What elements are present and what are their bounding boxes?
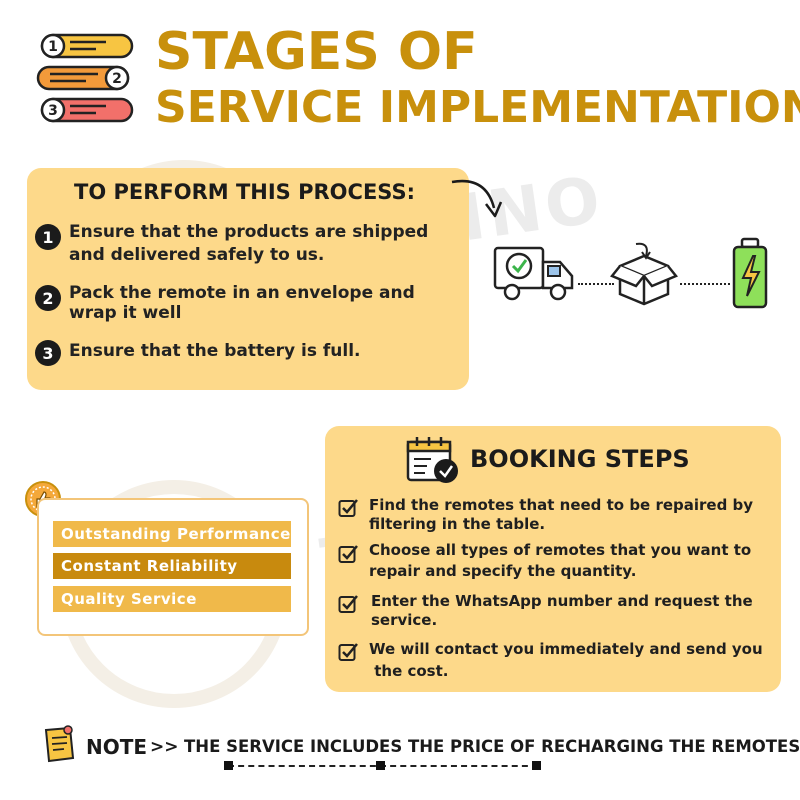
booking-panel: BOOKING STEPS Find the remotes that need… <box>325 426 781 692</box>
booking-step-2-line-2: repair and specify the quantity. <box>369 562 637 580</box>
process-step-2-line-2: wrap it well <box>69 303 182 323</box>
note-pin-icon <box>42 724 78 764</box>
title-line-2: SERVICE IMPLEMENTATION <box>155 82 800 133</box>
package-box-icon <box>609 240 679 308</box>
list-steps-icon: 1 2 3 <box>36 30 136 128</box>
note-underline-dot <box>224 761 233 770</box>
note-label: NOTE <box>86 735 148 759</box>
checkbox-icon <box>338 498 358 518</box>
note-arrow: >> <box>150 737 179 757</box>
svg-text:3: 3 <box>48 103 58 119</box>
step-number-1: 1 <box>35 224 61 250</box>
delivery-truck-icon <box>492 242 576 304</box>
svg-text:2: 2 <box>112 71 122 87</box>
checkbox-icon <box>338 594 358 614</box>
battery-full-icon <box>730 236 770 310</box>
curved-arrow-icon <box>448 176 504 220</box>
booking-step-4-line-1: We will contact you immediately and send… <box>369 640 763 658</box>
process-heading: TO PERFORM THIS PROCESS: <box>74 180 415 204</box>
booking-heading: BOOKING STEPS <box>470 445 690 473</box>
process-step-1-line-2: and delivered safely to us. <box>69 245 325 265</box>
process-panel: TO PERFORM THIS PROCESS: 1 Ensure that t… <box>27 168 469 390</box>
note-underline-dot <box>376 761 385 770</box>
svg-text:1: 1 <box>48 39 58 55</box>
step-number-3: 3 <box>35 340 61 366</box>
booking-step-4-line-2: the cost. <box>369 662 449 680</box>
process-step-3-line-1: Ensure that the battery is full. <box>69 341 361 361</box>
process-step-1-line-1: Ensure that the products are shipped <box>69 222 429 242</box>
note-text: THE SERVICE INCLUDES THE PRICE OF RECHAR… <box>184 737 800 756</box>
calendar-check-icon <box>405 434 461 486</box>
booking-step-3-line-2: service. <box>371 611 438 629</box>
checkbox-icon <box>338 544 358 564</box>
booking-step-1-line-1: Find the remotes that need to be repaire… <box>369 496 754 514</box>
title-line-1: STAGES OF <box>155 22 478 82</box>
booking-step-2-line-1: Choose all types of remotes that you wan… <box>369 541 752 559</box>
checkbox-icon <box>338 642 358 662</box>
dotted-connector-1 <box>578 283 614 285</box>
process-step-2-line-1: Pack the remote in an envelope and <box>69 283 415 303</box>
feature-quality-service: Quality Service <box>53 586 291 612</box>
dotted-connector-2 <box>680 283 730 285</box>
note-underline-dot <box>532 761 541 770</box>
booking-step-1-line-2: filtering in the table. <box>369 515 546 533</box>
feature-constant-reliability: Constant Reliability <box>53 553 291 579</box>
step-number-2: 2 <box>35 285 61 311</box>
feature-outstanding-performance: Outstanding Performance <box>53 521 291 547</box>
booking-step-3-line-1: Enter the WhatsApp number and request th… <box>371 592 753 610</box>
